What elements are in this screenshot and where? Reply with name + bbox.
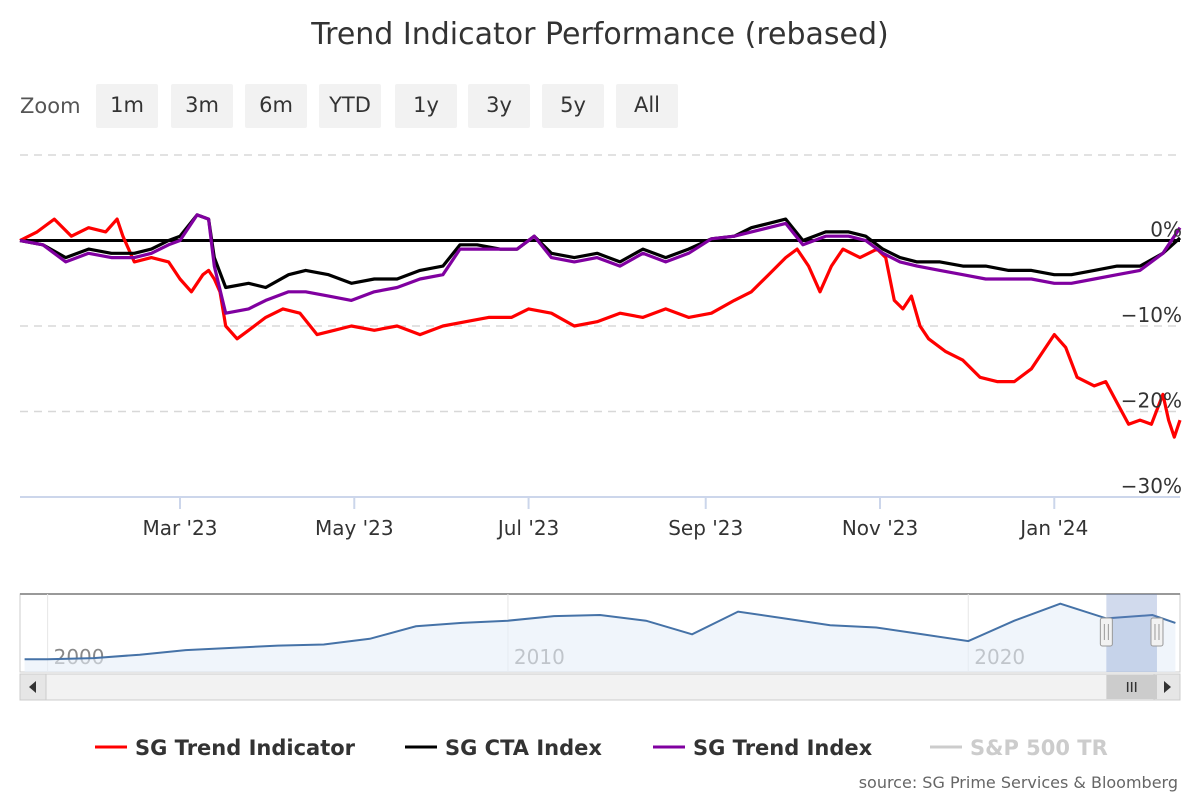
- zoom-button-6m[interactable]: 6m: [245, 84, 307, 128]
- x-axis: Mar '23 May '23 Jul '23 Sep '23 Nov '23 Jan '…: [20, 496, 1180, 540]
- grid-lines: [20, 154, 1180, 413]
- legend-label: SG CTA Index: [445, 736, 602, 760]
- zoom-button-bg: [395, 84, 457, 128]
- legend-item-sg-trend-indicator[interactable]: SG Trend Indicator: [95, 736, 356, 760]
- zoom-button-ytd[interactable]: YTD: [319, 84, 381, 128]
- series-line-sg-trend-indicator: [19, 217, 1182, 439]
- zoom-button-5y[interactable]: 5y: [542, 84, 604, 128]
- zoom-button-bg: [319, 84, 381, 128]
- x-tick-label: Nov '23: [842, 516, 918, 540]
- scrollbar-thumb[interactable]: [1106, 675, 1157, 699]
- zoom-label: Zoom: [20, 94, 81, 118]
- y-tick-label: −10%: [1121, 303, 1182, 327]
- source-note: source: SG Prime Services & Bloomberg: [859, 773, 1178, 792]
- zoom-button-3y[interactable]: 3y: [468, 84, 530, 128]
- zoom-button-bg: [468, 84, 530, 128]
- chart-title: Trend Indicator Performance (rebased): [310, 17, 889, 52]
- navigator-area: [24, 603, 1176, 672]
- legend-label: SG Trend Index: [693, 736, 873, 760]
- zoom-button-bg: [171, 84, 233, 128]
- scrollbar-right-button[interactable]: [1153, 673, 1181, 701]
- legend-item-sg-trend-index[interactable]: SG Trend Index: [653, 736, 873, 760]
- zoom-button-bg: [616, 84, 678, 128]
- legend-label: SG Trend Indicator: [135, 736, 356, 760]
- navigator-left-handle[interactable]: [1099, 617, 1113, 647]
- navigator-selection[interactable]: [1106, 594, 1157, 672]
- legend-item-sandp-500-tr[interactable]: S&P 500 TR: [930, 736, 1108, 760]
- zoom-button-all[interactable]: All: [616, 84, 678, 128]
- x-tick-label: Mar '23: [142, 516, 217, 540]
- y-tick-label: −30%: [1121, 474, 1182, 498]
- y-axis-labels: 0% −10% −20% −30%: [1121, 218, 1182, 499]
- zoom-button-label: YTD: [328, 93, 371, 117]
- x-tick-label: Sep '23: [668, 516, 743, 540]
- y-tick-label: 0%: [1150, 218, 1182, 242]
- arrow-right-icon: [1164, 681, 1171, 693]
- scrollbar-track[interactable]: [19, 673, 1181, 701]
- legend: SG Trend Indicator SG CTA Index SG Trend I…: [95, 736, 1108, 760]
- zoom-button-bg: [245, 84, 307, 128]
- series-line-sg-cta-index: [19, 213, 1182, 290]
- zoom-button-bg: [542, 84, 604, 128]
- zoom-button-label: All: [634, 93, 660, 117]
- navigator-line: [24, 602, 1176, 661]
- legend-label: S&P 500 TR: [970, 736, 1108, 760]
- navigator-right-handle[interactable]: [1150, 617, 1164, 647]
- handle-body: [1150, 617, 1164, 647]
- handle-body: [1099, 617, 1113, 647]
- zoom-buttons: 1m 3m 6m YTD 1y 3y 5y All: [96, 84, 678, 128]
- scrollbar-left-button[interactable]: [19, 673, 47, 701]
- arrow-left-icon: [29, 681, 36, 693]
- zoom-button-label: 1y: [413, 93, 439, 117]
- x-tick-label: Jan '24: [1018, 516, 1088, 540]
- x-tick-label: Jul '23: [496, 516, 559, 540]
- zoom-button-3m[interactable]: 3m: [171, 84, 233, 128]
- zoom-button-label: 6m: [259, 93, 293, 117]
- zoom-button-bg: [96, 84, 158, 128]
- zoom-button-label: 3m: [185, 93, 219, 117]
- x-tick-label: May '23: [315, 516, 394, 540]
- series-layer: [19, 213, 1182, 439]
- zoom-button-1m[interactable]: 1m: [96, 84, 158, 128]
- zoom-button-label: 3y: [486, 93, 512, 117]
- y-tick-label: −20%: [1121, 389, 1182, 413]
- zoom-button-label: 1m: [110, 93, 144, 117]
- zoom-button-label: 5y: [560, 93, 586, 117]
- series-line-sg-trend-index: [19, 213, 1182, 315]
- navigator[interactable]: 200020102020: [19, 593, 1181, 701]
- zoom-button-1y[interactable]: 1y: [395, 84, 457, 128]
- legend-item-sg-cta-index[interactable]: SG CTA Index: [405, 736, 602, 760]
